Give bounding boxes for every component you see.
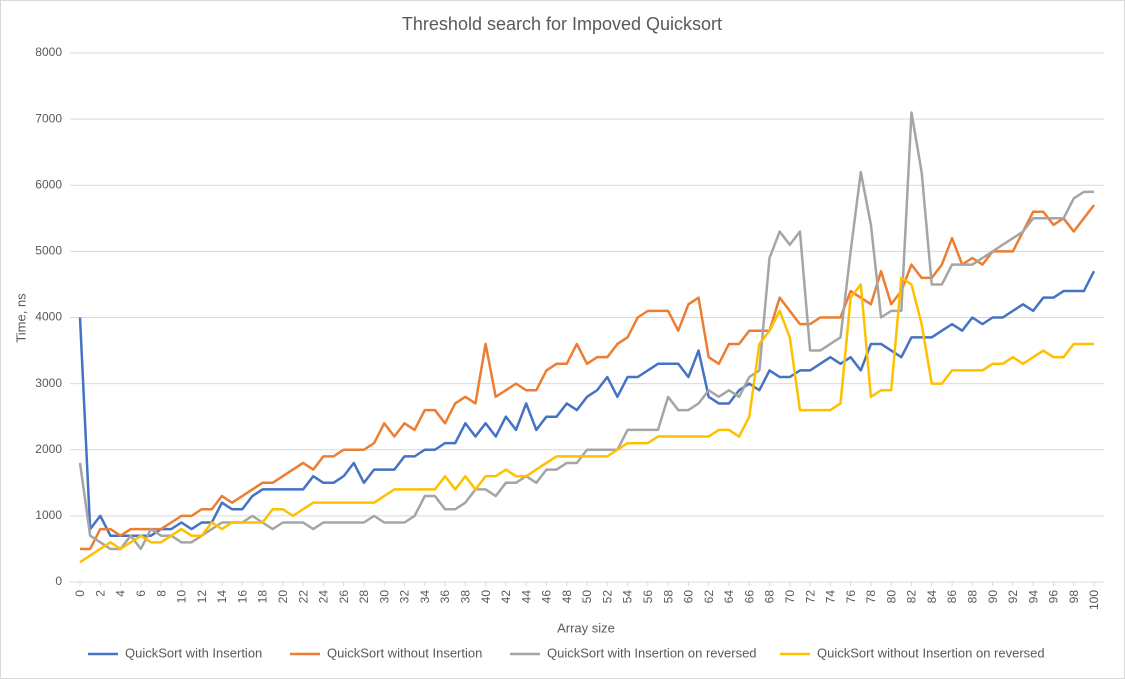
x-tick-label: 30 (377, 590, 391, 604)
x-tick-label: 56 (641, 590, 655, 604)
series-line (80, 204, 1095, 551)
x-tick-label: 22 (296, 590, 310, 604)
y-tick-label: 8000 (35, 45, 62, 59)
legend-item: QuickSort without Insertion (290, 645, 482, 660)
x-tick-label: 94 (1026, 590, 1040, 604)
x-tick-label: 100 (1087, 590, 1101, 610)
y-axis-title: Time, ns (13, 293, 28, 343)
legend-label: QuickSort with Insertion (125, 645, 262, 660)
x-tick-label: 20 (276, 590, 290, 604)
x-tick-label: 62 (702, 590, 716, 604)
x-tick-label: 76 (844, 590, 858, 604)
y-tick-label: 1000 (35, 508, 62, 522)
legend-item: QuickSort without Insertion on reversed (780, 645, 1045, 660)
x-tick-label: 2 (93, 590, 107, 597)
x-tick-label: 26 (337, 590, 351, 604)
x-axis-title: Array size (557, 620, 615, 635)
x-tick-label: 0 (73, 590, 87, 597)
chart-title: Threshold search for Impoved Quicksort (402, 14, 722, 34)
y-tick-label: 0 (55, 574, 62, 588)
x-tick-label: 48 (560, 590, 574, 604)
x-tick-label: 60 (682, 590, 696, 604)
x-tick-label: 32 (398, 590, 412, 604)
legend-item: QuickSort with Insertion (88, 645, 262, 660)
x-tick-label: 66 (742, 590, 756, 604)
x-tick-label: 78 (864, 590, 878, 604)
x-tick-label: 16 (235, 590, 249, 604)
x-tick-label: 88 (965, 590, 979, 604)
x-tick-label: 54 (621, 590, 635, 604)
x-tick-label: 58 (661, 590, 675, 604)
y-tick-label: 7000 (35, 111, 62, 125)
x-tick-label: 74 (824, 590, 838, 604)
y-tick-label: 4000 (35, 310, 62, 324)
x-tick-label: 46 (540, 590, 554, 604)
x-tick-label: 50 (580, 590, 594, 604)
y-tick-label: 2000 (35, 442, 62, 456)
x-tick-label: 40 (479, 590, 493, 604)
x-tick-label: 12 (195, 590, 209, 604)
x-tick-label: 82 (905, 590, 919, 604)
legend-item: QuickSort with Insertion on reversed (510, 645, 757, 660)
x-tick-label: 10 (175, 590, 189, 604)
x-tick-label: 92 (1006, 590, 1020, 604)
x-tick-label: 90 (986, 590, 1000, 604)
x-tick-label: 42 (499, 590, 513, 604)
series-line (78, 111, 1094, 551)
x-tick-label: 18 (256, 590, 270, 604)
x-tick-label: 96 (1047, 590, 1061, 604)
x-tick-label: 24 (317, 590, 331, 604)
x-tick-label: 98 (1067, 590, 1081, 604)
x-tick-label: 68 (763, 590, 777, 604)
x-tick-label: 8 (154, 590, 168, 597)
y-tick-label: 5000 (35, 244, 62, 258)
legend-label: QuickSort without Insertion (327, 645, 482, 660)
x-tick-label: 4 (114, 590, 128, 597)
x-tick-label: 14 (215, 590, 229, 604)
legend-label: QuickSort without Insertion on reversed (817, 645, 1045, 660)
x-tick-label: 38 (458, 590, 472, 604)
x-tick-label: 84 (925, 590, 939, 604)
x-tick-label: 44 (519, 590, 533, 604)
x-tick-label: 64 (722, 590, 736, 604)
x-tick-label: 70 (783, 590, 797, 604)
y-tick-label: 3000 (35, 376, 62, 390)
series-line (79, 276, 1094, 564)
x-tick-label: 52 (600, 590, 614, 604)
x-tick-label: 72 (803, 590, 817, 604)
x-tick-label: 86 (945, 590, 959, 604)
x-tick-label: 28 (357, 590, 371, 604)
legend-label: QuickSort with Insertion on reversed (547, 645, 757, 660)
x-tick-label: 80 (884, 590, 898, 604)
x-tick-label: 36 (438, 590, 452, 604)
x-tick-label: 6 (134, 590, 148, 597)
y-tick-label: 6000 (35, 177, 62, 191)
x-tick-label: 34 (418, 590, 432, 604)
